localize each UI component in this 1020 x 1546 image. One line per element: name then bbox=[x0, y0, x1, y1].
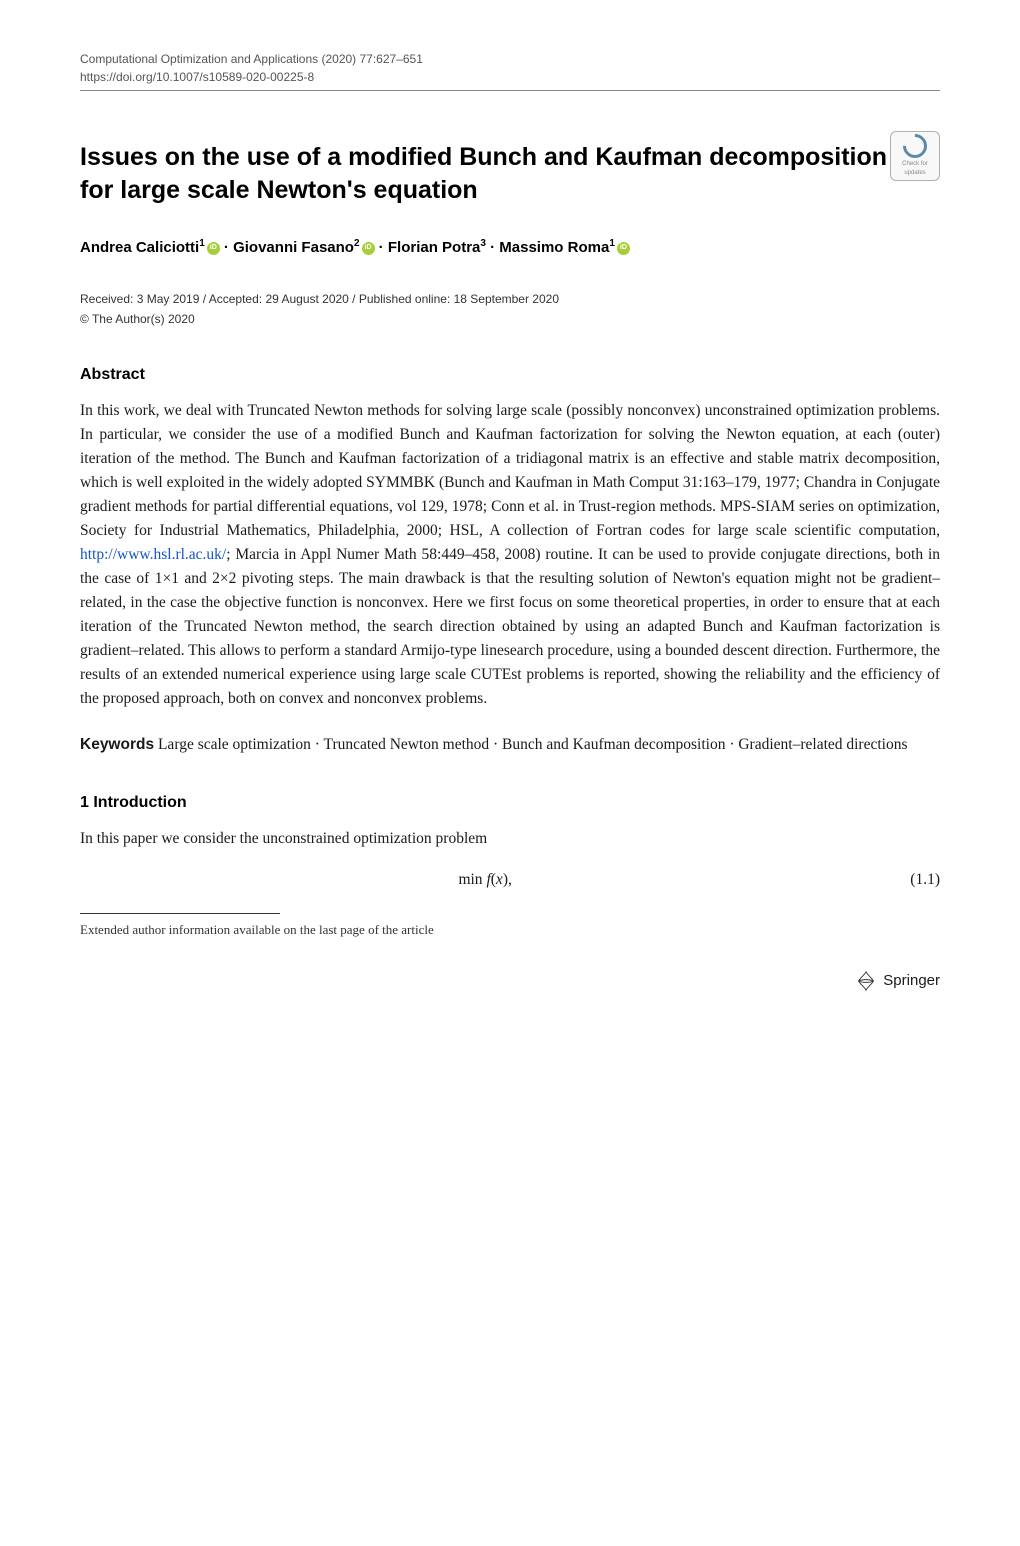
orcid-icon[interactable] bbox=[207, 242, 220, 255]
check-for-updates-badge[interactable]: Check for updates bbox=[890, 131, 940, 181]
intro-paragraph: In this paper we consider the unconstrai… bbox=[80, 827, 940, 850]
running-header: Computational Optimization and Applicati… bbox=[80, 50, 940, 86]
equation-number: (1.1) bbox=[910, 868, 940, 891]
publisher-footer: Springer bbox=[80, 970, 940, 993]
author-name: Florian Potra bbox=[388, 239, 481, 256]
abstract-body: In this work, we deal with Truncated New… bbox=[80, 399, 940, 711]
author-name: Massimo Roma bbox=[499, 239, 609, 256]
header-divider bbox=[80, 90, 940, 91]
author-affiliation: 2 bbox=[354, 238, 360, 249]
orcid-icon[interactable] bbox=[617, 242, 630, 255]
crossmark-icon bbox=[898, 129, 932, 163]
author-name: Giovanni Fasano bbox=[233, 239, 354, 256]
footnote-text: Extended author information available on… bbox=[80, 920, 940, 940]
equation-block: min f(x), (1.1) bbox=[80, 868, 940, 891]
check-updates-label: Check for updates bbox=[891, 160, 939, 178]
footnote-divider bbox=[80, 913, 280, 914]
copyright-line: © The Author(s) 2020 bbox=[80, 310, 940, 328]
author-affiliation: 1 bbox=[199, 238, 205, 249]
abstract-link[interactable]: http://www.hsl.rl.ac.uk/ bbox=[80, 546, 226, 563]
journal-line: Computational Optimization and Applicati… bbox=[80, 50, 423, 68]
doi-line: https://doi.org/10.1007/s10589-020-00225… bbox=[80, 68, 423, 86]
abstract-post: ; Marcia in Appl Numer Math 58:449–458, … bbox=[80, 546, 940, 707]
keywords-label: Keywords bbox=[80, 736, 154, 753]
article-dates: Received: 3 May 2019 / Accepted: 29 Augu… bbox=[80, 290, 940, 308]
orcid-icon[interactable] bbox=[362, 242, 375, 255]
author-name: Andrea Caliciotti bbox=[80, 239, 199, 256]
author-affiliation: 1 bbox=[609, 238, 615, 249]
journal-citation: Computational Optimization and Applicati… bbox=[80, 50, 423, 86]
author-separator: · bbox=[375, 239, 388, 256]
author-separator: · bbox=[220, 239, 233, 256]
abstract-pre: In this work, we deal with Truncated New… bbox=[80, 402, 940, 539]
abstract-heading: Abstract bbox=[80, 363, 940, 387]
keywords-block: Keywords Large scale optimization · Trun… bbox=[80, 733, 940, 756]
author-separator: · bbox=[486, 239, 499, 256]
section-heading-introduction: 1 Introduction bbox=[80, 791, 940, 815]
publisher-name: Springer bbox=[883, 970, 940, 993]
springer-logo-icon bbox=[855, 970, 877, 992]
article-title: Issues on the use of a modified Bunch an… bbox=[80, 141, 940, 206]
authors-list: Andrea Caliciotti1 · Giovanni Fasano2 · … bbox=[80, 236, 940, 260]
equation-expression: min f(x), bbox=[80, 868, 890, 891]
keywords-text: Large scale optimization · Truncated New… bbox=[154, 736, 907, 753]
